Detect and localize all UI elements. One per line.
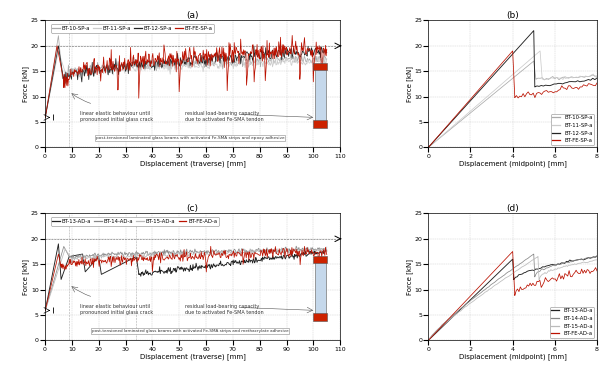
Legend: BT-10-SP-a, BT-11-SP-a, BT-12-SP-a, BT-FE-SP-a: BT-10-SP-a, BT-11-SP-a, BT-12-SP-a, BT-F… — [50, 25, 214, 32]
Y-axis label: Force [kN]: Force [kN] — [23, 66, 29, 102]
Title: (c): (c) — [187, 203, 199, 213]
Title: (a): (a) — [187, 11, 199, 20]
Text: residual load-bearing capacity
due to activated Fe-SMA tendon: residual load-bearing capacity due to ac… — [185, 304, 263, 315]
Text: post-tensioned laminated glass beams with activated Fe-SMA strips and methacryla: post-tensioned laminated glass beams wit… — [92, 329, 288, 333]
Y-axis label: Force [kN]: Force [kN] — [23, 259, 29, 295]
Y-axis label: Force [kN]: Force [kN] — [406, 259, 413, 295]
Title: (d): (d) — [506, 203, 519, 213]
Text: linear elastic behaviour until
pronounced initial glass crack: linear elastic behaviour until pronounce… — [80, 111, 153, 122]
X-axis label: Displacement (traverse) [mm]: Displacement (traverse) [mm] — [140, 353, 245, 360]
Legend: BT-13-AD-a, BT-14-AD-a, BT-15-AD-a, BT-FE-AD-a: BT-13-AD-a, BT-14-AD-a, BT-15-AD-a, BT-F… — [550, 307, 595, 338]
X-axis label: Displacement (midpoint) [mm]: Displacement (midpoint) [mm] — [459, 160, 566, 167]
Text: linear elastic behaviour until
pronounced initial glass crack: linear elastic behaviour until pronounce… — [80, 304, 153, 315]
Title: (b): (b) — [506, 11, 519, 20]
Text: post-tensioned laminated glass beams with activated Fe-SMA strips and epoxy adhe: post-tensioned laminated glass beams wit… — [95, 136, 284, 140]
Legend: BT-13-AD-a, BT-14-AD-a, BT-15-AD-a, BT-FE-AD-a: BT-13-AD-a, BT-14-AD-a, BT-15-AD-a, BT-F… — [50, 217, 218, 225]
Text: residual load-bearing capacity
due to activated Fe-SMA tendon: residual load-bearing capacity due to ac… — [185, 111, 263, 122]
Y-axis label: Force [kN]: Force [kN] — [406, 66, 413, 102]
Legend: BT-10-SP-a, BT-11-SP-a, BT-12-SP-a, BT-FE-SP-a: BT-10-SP-a, BT-11-SP-a, BT-12-SP-a, BT-F… — [551, 114, 595, 145]
X-axis label: Displacement (midpoint) [mm]: Displacement (midpoint) [mm] — [459, 353, 566, 360]
X-axis label: Displacement (traverse) [mm]: Displacement (traverse) [mm] — [140, 160, 245, 167]
